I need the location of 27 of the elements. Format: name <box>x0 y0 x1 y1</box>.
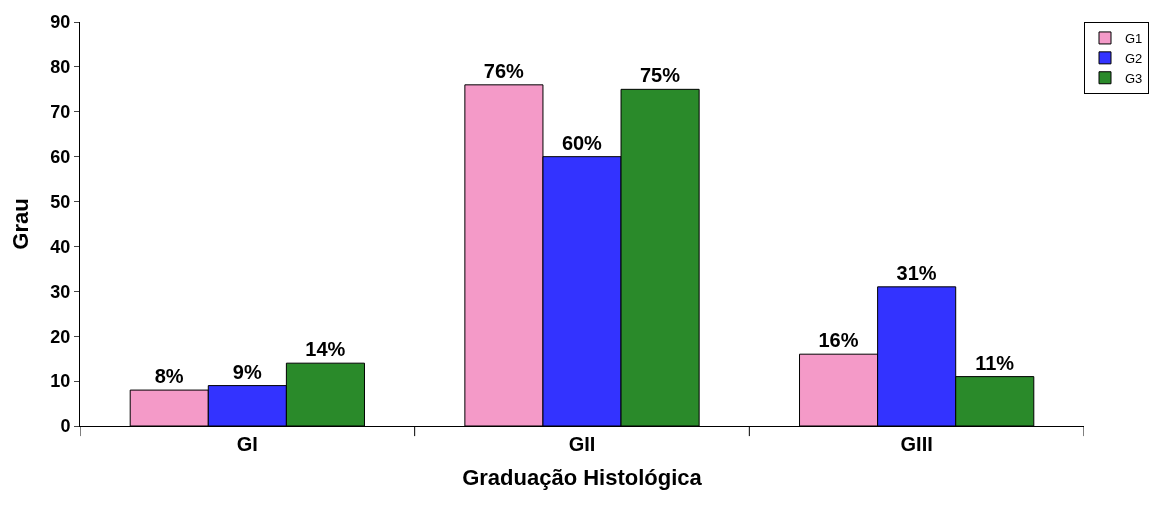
x-axis-title: Graduação Histológica <box>462 464 703 490</box>
y-tick-label: 80 <box>50 57 71 78</box>
legend-label: G1 <box>1125 31 1143 47</box>
y-tick-label: 10 <box>50 371 71 392</box>
data-label: 75% <box>639 64 681 87</box>
x-tick-label: GII <box>568 433 596 455</box>
y-tick-label: 70 <box>50 102 71 123</box>
x-tick-label: GI <box>236 433 258 455</box>
data-label: 16% <box>818 329 859 352</box>
data-label: 9% <box>232 360 262 383</box>
y-tick-label: 50 <box>50 191 71 212</box>
data-label: 8% <box>154 365 184 388</box>
y-tick-label: 0 <box>60 416 71 437</box>
x-tick-label: GIII <box>900 433 933 455</box>
legend-label: G2 <box>1125 50 1143 66</box>
y-tick-label: 60 <box>50 146 71 167</box>
data-label: 14% <box>305 338 346 361</box>
y-axis-title: Grau <box>8 198 34 250</box>
data-label: 60% <box>561 131 603 154</box>
data-label: 11% <box>975 351 1015 374</box>
data-label: 31% <box>896 261 937 284</box>
legend-label: G3 <box>1125 70 1143 86</box>
y-tick-label: 40 <box>50 236 71 257</box>
y-tick-label: 30 <box>50 281 71 302</box>
y-tick-label: 20 <box>50 326 71 347</box>
y-tick-label: 90 <box>50 12 71 33</box>
data-label: 76% <box>483 59 525 82</box>
